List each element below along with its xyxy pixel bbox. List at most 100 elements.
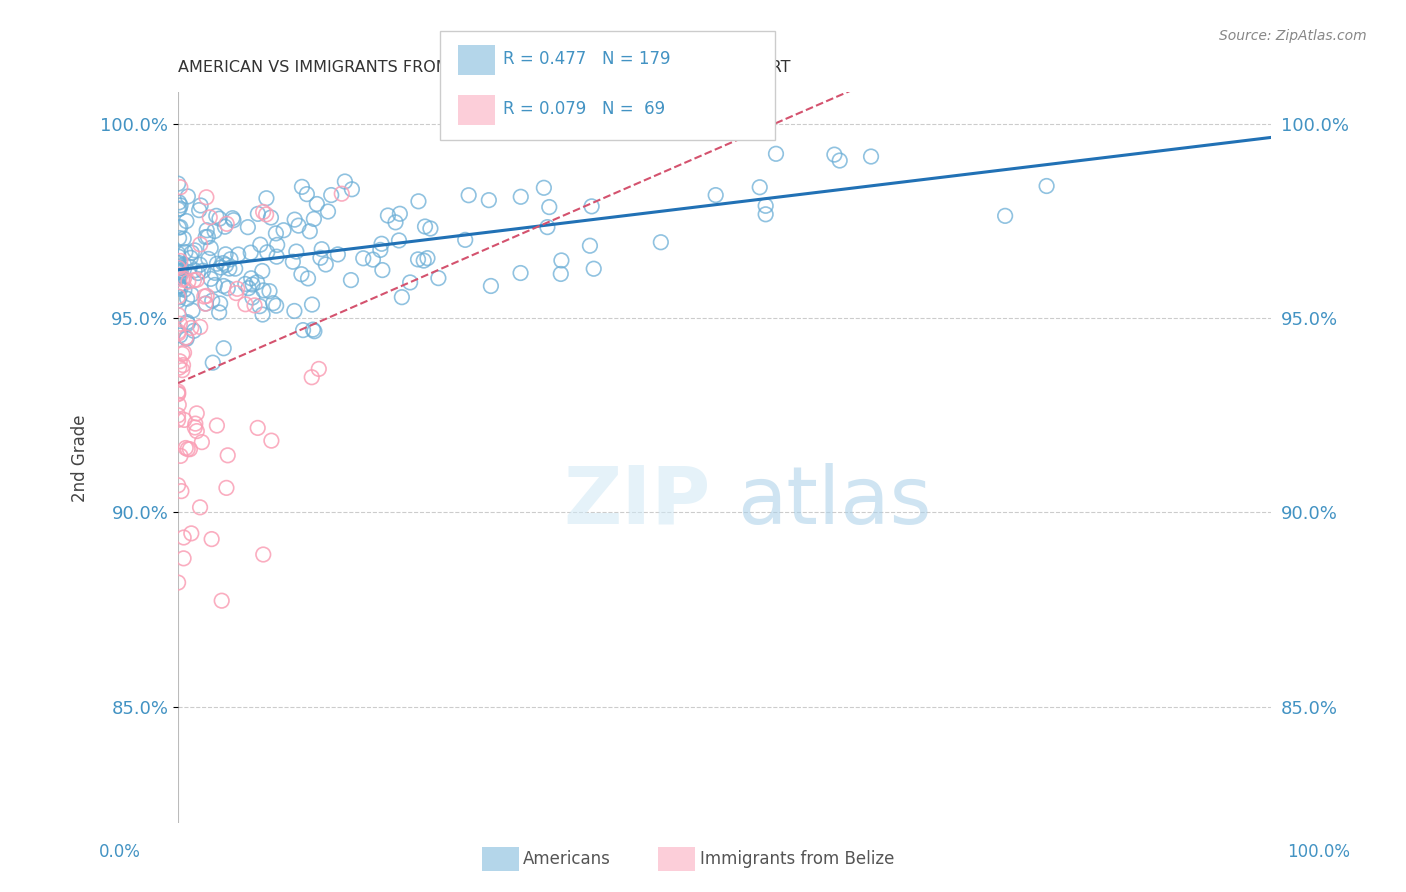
Point bbox=[252, 205, 274, 219]
Point bbox=[262, 296, 284, 310]
Point bbox=[371, 263, 394, 277]
Point bbox=[479, 279, 502, 293]
Point bbox=[860, 149, 883, 163]
Point bbox=[509, 190, 531, 204]
Point bbox=[173, 232, 195, 246]
Point bbox=[187, 266, 209, 280]
Point bbox=[167, 268, 190, 283]
Point bbox=[1035, 179, 1057, 194]
Point bbox=[238, 281, 260, 295]
Point bbox=[264, 227, 287, 241]
Point bbox=[315, 257, 337, 271]
Point bbox=[287, 219, 309, 233]
Point bbox=[246, 275, 269, 289]
Point bbox=[533, 181, 555, 195]
Point bbox=[755, 207, 778, 221]
Point bbox=[167, 220, 190, 235]
Point bbox=[215, 217, 238, 231]
Point bbox=[169, 317, 191, 331]
Point bbox=[167, 202, 190, 217]
Point bbox=[412, 253, 434, 268]
Point bbox=[302, 211, 325, 226]
Point bbox=[304, 324, 326, 338]
Point bbox=[233, 277, 256, 291]
Point bbox=[193, 289, 215, 303]
Point bbox=[264, 299, 287, 313]
Point bbox=[582, 261, 605, 276]
Point bbox=[538, 200, 561, 214]
Point bbox=[478, 193, 501, 207]
Point bbox=[211, 593, 233, 607]
Point bbox=[173, 531, 195, 545]
Point bbox=[550, 267, 572, 281]
Point bbox=[218, 261, 240, 276]
Point bbox=[188, 203, 211, 218]
Point bbox=[176, 292, 198, 306]
Point bbox=[167, 265, 190, 279]
Point bbox=[173, 258, 195, 272]
Point bbox=[370, 236, 392, 251]
Point bbox=[197, 230, 219, 244]
Point bbox=[550, 253, 572, 268]
Point bbox=[208, 211, 231, 226]
Point bbox=[301, 370, 323, 384]
Point bbox=[259, 284, 281, 298]
Point bbox=[179, 442, 201, 457]
Point bbox=[266, 250, 288, 264]
Point bbox=[169, 264, 191, 278]
Point bbox=[260, 211, 283, 225]
Text: AMERICAN VS IMMIGRANTS FROM BELIZE 2ND GRADE CORRELATION CHART: AMERICAN VS IMMIGRANTS FROM BELIZE 2ND G… bbox=[179, 60, 790, 75]
Point bbox=[208, 305, 231, 319]
Point bbox=[180, 526, 202, 541]
Point bbox=[579, 238, 602, 252]
Point bbox=[297, 271, 319, 285]
Point bbox=[243, 298, 266, 312]
Point bbox=[391, 290, 413, 304]
Point bbox=[184, 244, 207, 258]
Point bbox=[650, 235, 672, 250]
Point bbox=[252, 308, 274, 322]
Point bbox=[388, 234, 411, 248]
Point bbox=[170, 261, 193, 276]
Point bbox=[167, 325, 190, 339]
Point bbox=[219, 252, 242, 267]
Point bbox=[260, 434, 283, 448]
Point bbox=[167, 398, 190, 412]
Point bbox=[177, 189, 200, 203]
Point bbox=[176, 315, 198, 329]
Point bbox=[167, 278, 190, 293]
Point bbox=[167, 264, 190, 278]
Point bbox=[167, 260, 190, 275]
Point bbox=[179, 260, 201, 274]
Point bbox=[581, 199, 603, 213]
Point bbox=[273, 223, 295, 237]
Point bbox=[167, 478, 190, 492]
Point bbox=[167, 262, 190, 277]
Y-axis label: 2nd Grade: 2nd Grade bbox=[72, 414, 89, 501]
Point bbox=[169, 254, 191, 268]
Point bbox=[311, 242, 333, 256]
Point bbox=[183, 273, 205, 287]
Point bbox=[252, 264, 274, 278]
Point bbox=[427, 271, 450, 285]
Point bbox=[188, 258, 211, 272]
Point bbox=[217, 448, 239, 462]
Point bbox=[204, 224, 226, 238]
Point bbox=[167, 278, 190, 293]
Point bbox=[252, 548, 274, 562]
Point bbox=[167, 326, 190, 341]
Point bbox=[174, 331, 197, 345]
Point bbox=[215, 481, 238, 495]
Point bbox=[167, 386, 190, 401]
Point bbox=[994, 209, 1017, 223]
Point bbox=[212, 256, 235, 270]
Point bbox=[221, 211, 243, 226]
Point bbox=[167, 293, 190, 308]
Text: 100.0%: 100.0% bbox=[1286, 843, 1350, 861]
Point bbox=[195, 190, 218, 204]
Point bbox=[174, 441, 197, 455]
Point bbox=[184, 417, 207, 431]
Point bbox=[177, 442, 200, 456]
Point bbox=[167, 289, 190, 303]
Point bbox=[201, 293, 224, 308]
